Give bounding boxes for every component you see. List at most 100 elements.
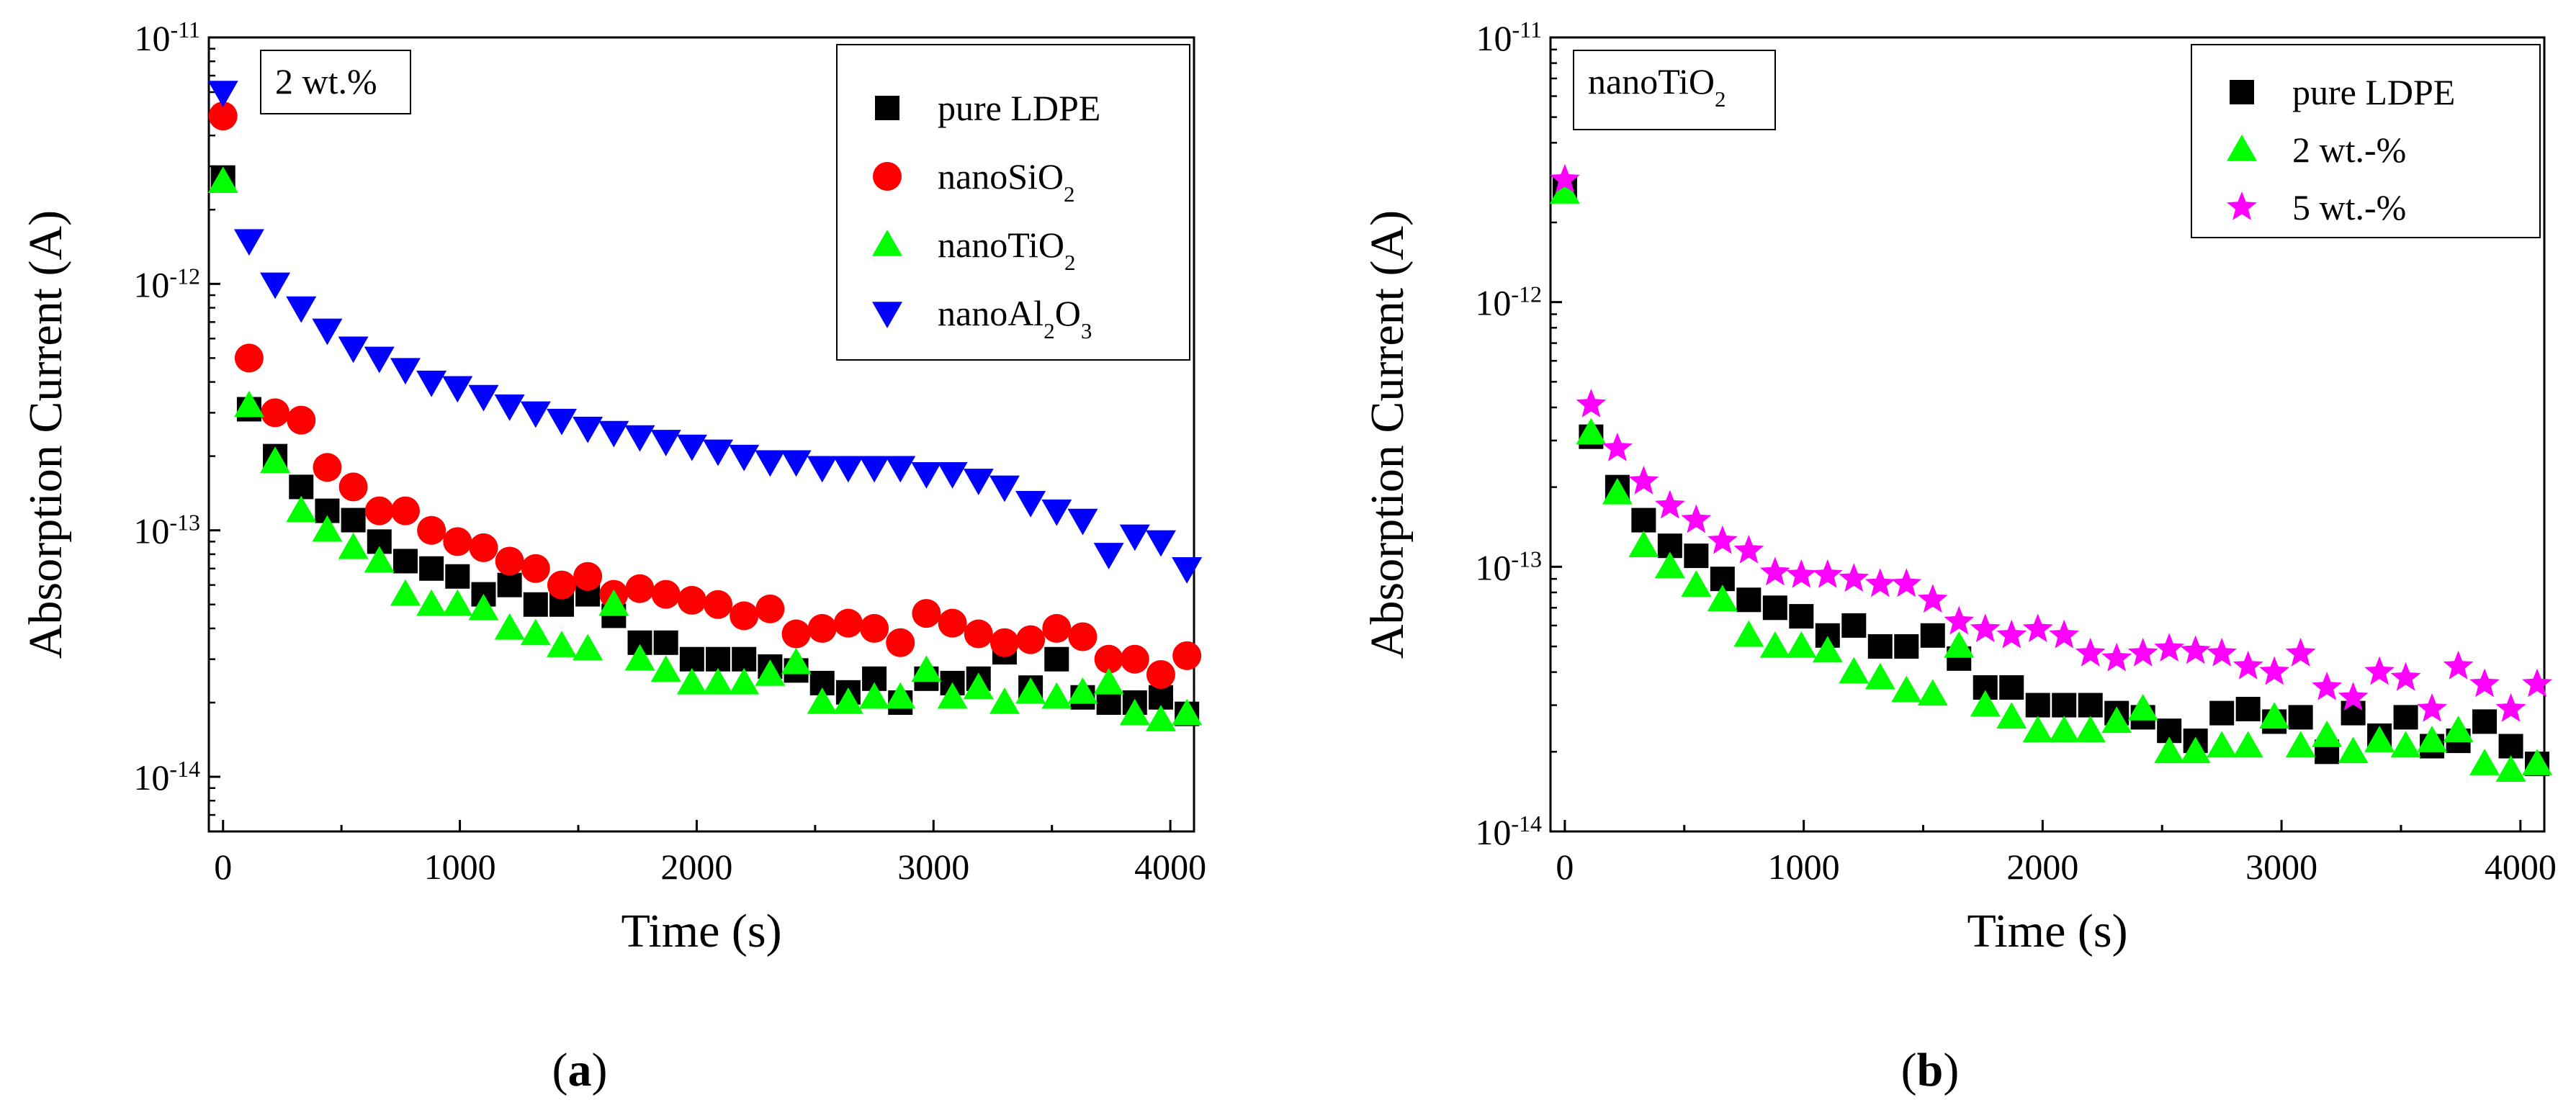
data-point [1094, 644, 1123, 674]
legend-marker [872, 302, 902, 328]
data-point [650, 430, 681, 456]
data-point [1119, 524, 1150, 551]
data-point [2364, 726, 2395, 752]
series-2-wt- [1549, 177, 2553, 782]
legend-marker [2227, 191, 2257, 220]
data-point [2209, 700, 2235, 726]
tick-exponent: -14 [1511, 811, 1542, 836]
data-point [364, 346, 395, 374]
data-point [1015, 677, 1046, 704]
data-point [1016, 625, 1046, 654]
data-point [1894, 634, 1919, 659]
tick-exponent: -14 [169, 756, 200, 782]
data-point [886, 628, 915, 657]
data-point [807, 613, 837, 643]
data-point [2498, 734, 2523, 759]
data-point [1786, 631, 1817, 658]
data-point [2078, 693, 2103, 718]
y-axis-title-a: Absorption Current (A) [19, 210, 72, 659]
data-point [1549, 177, 1580, 204]
data-point [2338, 736, 2369, 764]
data-point [625, 574, 655, 603]
data-point [312, 318, 343, 346]
data-point [2393, 705, 2418, 730]
data-point [1576, 389, 1607, 418]
data-point [732, 646, 757, 672]
data-point [338, 532, 369, 559]
data-point [885, 682, 916, 709]
legend-label: pure LDPE [2292, 72, 2455, 112]
tick-exponent: -11 [171, 17, 200, 42]
data-point [1944, 631, 1975, 658]
data-point [1812, 636, 1843, 663]
data-point [1042, 613, 1072, 643]
data-point [2025, 693, 2050, 718]
x-tick-label: 0 [214, 847, 232, 887]
data-point [2522, 749, 2553, 775]
data-point [443, 527, 472, 556]
data-point [494, 613, 525, 640]
data-point [1068, 622, 1098, 651]
annotation-label-a: 2 wt.% [275, 61, 377, 102]
data-point [781, 450, 812, 477]
data-point [547, 570, 576, 600]
data-point [1867, 634, 1893, 659]
legend-marker [2227, 135, 2257, 161]
y-tick-label: 10-11 [135, 17, 200, 58]
data-point [2443, 650, 2474, 680]
data-point [1654, 490, 1685, 519]
data-point [1917, 679, 1948, 706]
data-point [2022, 716, 2053, 742]
legend-marker [872, 230, 902, 256]
text-part: 2 wt.-% [2292, 130, 2406, 170]
data-point [1628, 465, 1659, 495]
data-point [1602, 432, 1633, 461]
data-point [2338, 682, 2369, 711]
data-point [677, 585, 706, 615]
data-point [937, 462, 968, 489]
subscript: 3 [1081, 318, 1092, 343]
data-point [419, 556, 444, 581]
data-point [807, 456, 838, 483]
data-point [1891, 675, 1922, 703]
data-point [1759, 631, 1790, 658]
tick-base: 10 [133, 264, 169, 305]
data-point [807, 687, 838, 714]
data-point [859, 456, 890, 483]
data-point [2232, 650, 2263, 680]
data-point [1172, 641, 1202, 670]
data-point [598, 589, 629, 616]
data-point [2469, 668, 2500, 698]
legend-marker [2230, 80, 2254, 104]
data-point [706, 646, 731, 672]
data-point [2207, 637, 2238, 667]
data-point [964, 619, 993, 649]
x-axis-title-b: Time (s) [1967, 905, 2127, 957]
data-point [2341, 700, 2366, 726]
x-tick-label: 3000 [897, 847, 969, 887]
data-point [2364, 656, 2395, 685]
data-point [703, 667, 734, 695]
subscript: 2 [1715, 86, 1726, 112]
data-point [937, 682, 968, 709]
data-point [1996, 619, 2027, 649]
data-point [911, 462, 942, 489]
data-point [233, 229, 264, 256]
series-nanosio2 [208, 102, 1202, 689]
data-point [208, 102, 238, 131]
panel-b-plot: 0 1000 2000 3000 400010-1110-1210-1310-14Tim… [1361, 17, 2557, 957]
data-point [520, 618, 551, 646]
data-point [1041, 499, 1072, 526]
data-point [1707, 525, 1738, 554]
data-point [2180, 736, 2211, 764]
data-point [1733, 535, 1764, 564]
legend-marker [875, 96, 899, 120]
data-point [289, 474, 314, 500]
data-point [573, 561, 603, 591]
data-point [468, 593, 499, 621]
data-point [989, 475, 1020, 502]
data-point [1041, 682, 1072, 709]
data-point [338, 336, 369, 364]
data-point [341, 508, 366, 533]
